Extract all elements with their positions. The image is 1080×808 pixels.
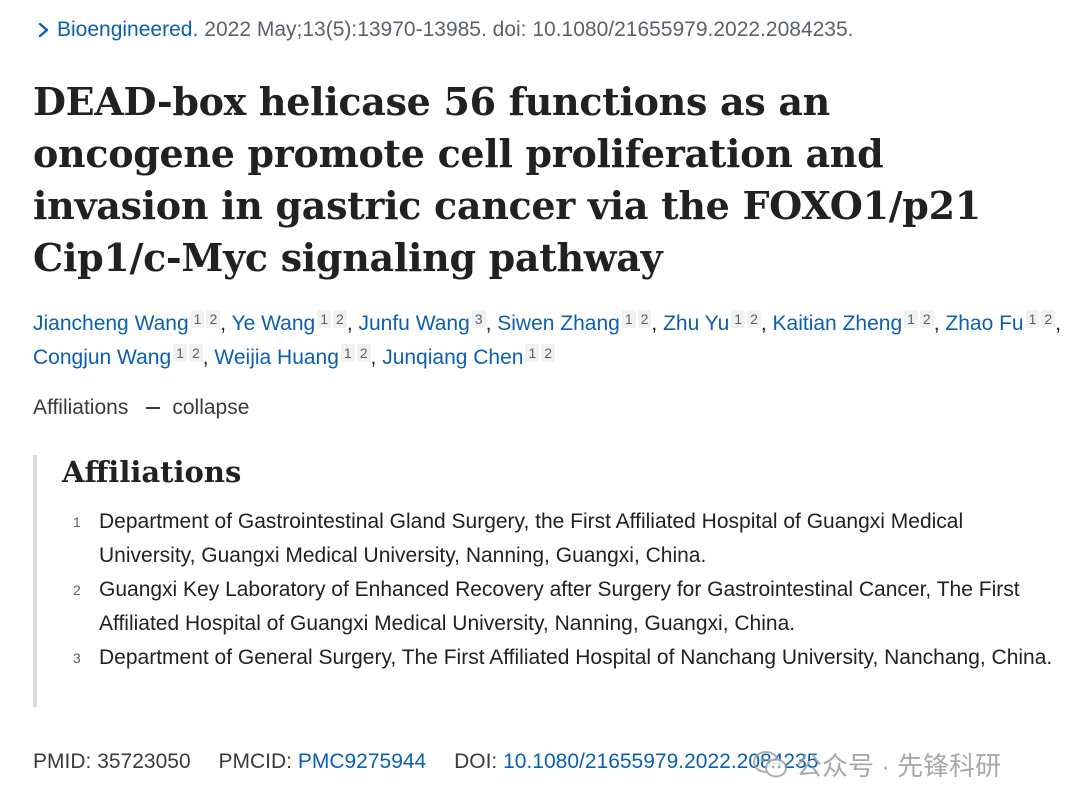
affiliation-number: 1 <box>73 514 81 530</box>
affiliations-toggle-label: Affiliations <box>33 396 129 419</box>
author-affiliation-ref[interactable]: 2 <box>188 344 203 362</box>
affiliation-text: Guangxi Key Laboratory of Enhanced Recov… <box>99 578 1020 635</box>
chevron-right-icon[interactable] <box>33 19 55 41</box>
author-affiliation-ref[interactable]: 1 <box>190 310 205 328</box>
author-item: Junqiang Chen 1 2 <box>382 344 556 369</box>
citation-details: 2022 May;13(5):13970-13985. doi: 10.1080… <box>204 18 854 41</box>
author-affiliation-ref[interactable]: 2 <box>747 310 761 328</box>
author-item: Jiancheng Wang 1 2 <box>33 310 221 335</box>
collapse-link[interactable]: collapse <box>172 396 250 419</box>
author-name-link[interactable]: Zhu Yu <box>663 312 730 335</box>
author-list: Jiancheng Wang 1 2, Ye Wang 1 2, Junfu Wang 3… <box>33 310 1062 369</box>
author-affiliation-ref[interactable]: 2 <box>541 344 556 362</box>
author-affiliation-ref[interactable]: 1 <box>731 310 746 328</box>
author-name-link[interactable]: Zhao Fu <box>945 312 1024 335</box>
affiliation-number: 3 <box>73 650 81 666</box>
author-item: Siwen Zhang 1 2 <box>497 310 652 335</box>
affiliations-toggle[interactable]: Affiliations collapse <box>33 396 249 420</box>
author-item: Zhu Yu 1 2 <box>663 310 761 335</box>
journal-link[interactable]: Bioengineered. <box>57 18 199 41</box>
pmid-group: PMID: 35723050 <box>33 750 196 773</box>
affiliation-item: 1 Department of Gastrointestinal Gland Su… <box>67 505 1057 573</box>
author-affiliation-ref[interactable]: 1 <box>1025 310 1040 328</box>
author-item: Congjun Wang 1 2 <box>33 344 203 369</box>
author-item: Zhao Fu 1 2 <box>945 310 1056 335</box>
author-affiliation-ref[interactable]: 1 <box>904 310 918 328</box>
author-affiliation-ref[interactable]: 1 <box>317 310 332 328</box>
watermark-text: 公众号 · 先锋科研 <box>796 751 1002 781</box>
author-item: Ye Wang 1 2 <box>231 310 347 335</box>
author-name-link[interactable]: Siwen Zhang <box>497 312 620 335</box>
article-identifiers: PMID: 35723050 PMCID: PMC9275944 DOI: 10… <box>33 750 840 774</box>
author-affiliation-ref[interactable]: 1 <box>525 344 540 362</box>
citation-line: Bioengineered. 2022 May;13(5):13970-1398… <box>33 18 854 42</box>
affiliations-panel: Affiliations 1 Department of Gastrointest… <box>33 455 1067 707</box>
doi-link[interactable]: 10.1080/21655979.2022.2084235 <box>503 750 819 773</box>
author-affiliation-ref[interactable]: 2 <box>356 344 371 362</box>
author-name-link[interactable]: Junfu Wang <box>358 312 470 335</box>
affiliation-item: 2 Guangxi Key Laboratory of Enhanced Reco… <box>67 573 1057 641</box>
author-item: Kaitian Zheng 1 2 <box>772 310 934 335</box>
author-affiliation-ref[interactable]: 1 <box>173 344 187 362</box>
affiliation-item: 3 Department of General Surgery, The Firs… <box>67 641 1057 675</box>
author-name-link[interactable]: Jiancheng Wang <box>33 312 189 335</box>
watermark: 公众号 · 先锋科研 <box>752 746 1001 783</box>
minus-icon <box>146 407 161 409</box>
author-affiliation-ref[interactable]: 2 <box>206 310 221 328</box>
affiliation-text: Department of Gastrointestinal Gland Sur… <box>99 510 964 567</box>
author-affiliation-ref[interactable]: 3 <box>471 310 486 328</box>
wechat-icon <box>753 750 787 777</box>
author-affiliation-ref[interactable]: 2 <box>919 310 934 328</box>
pmid-label: PMID: <box>33 750 92 773</box>
pmcid-group: PMCID: PMC9275944 <box>218 750 432 773</box>
pmcid-label: PMCID: <box>218 750 292 773</box>
pmcid-link[interactable]: PMC9275944 <box>297 750 427 773</box>
doi-label: DOI: <box>454 750 498 773</box>
author-affiliation-ref[interactable]: 1 <box>340 344 355 362</box>
article-title: DEAD-box helicase 56 functions as an onc… <box>33 79 981 280</box>
author-name-link[interactable]: Kaitian Zheng <box>772 312 903 335</box>
author-name-link[interactable]: Weijia Huang <box>214 346 339 369</box>
author-affiliation-ref[interactable]: 2 <box>333 310 347 328</box>
author-affiliation-ref[interactable]: 2 <box>1041 310 1056 328</box>
author-item: Junfu Wang 3 <box>358 310 486 335</box>
author-name-link[interactable]: Junqiang Chen <box>382 346 524 369</box>
doi-group: DOI: 10.1080/21655979.2022.2084235 <box>454 750 818 773</box>
affiliations-list: 1 Department of Gastrointestinal Gland Su… <box>67 505 1057 675</box>
affiliation-text: Department of General Surgery, The First… <box>99 646 1053 669</box>
author-name-link[interactable]: Congjun Wang <box>33 346 172 369</box>
pmid-value: 35723050 <box>97 750 191 773</box>
author-affiliation-ref[interactable]: 1 <box>621 310 636 328</box>
author-affiliation-ref[interactable]: 2 <box>637 310 652 328</box>
affiliation-number: 2 <box>73 582 81 598</box>
author-name-link[interactable]: Ye Wang <box>231 312 316 335</box>
author-item: Weijia Huang 1 2 <box>214 344 371 369</box>
affiliations-heading: Affiliations <box>62 455 242 489</box>
